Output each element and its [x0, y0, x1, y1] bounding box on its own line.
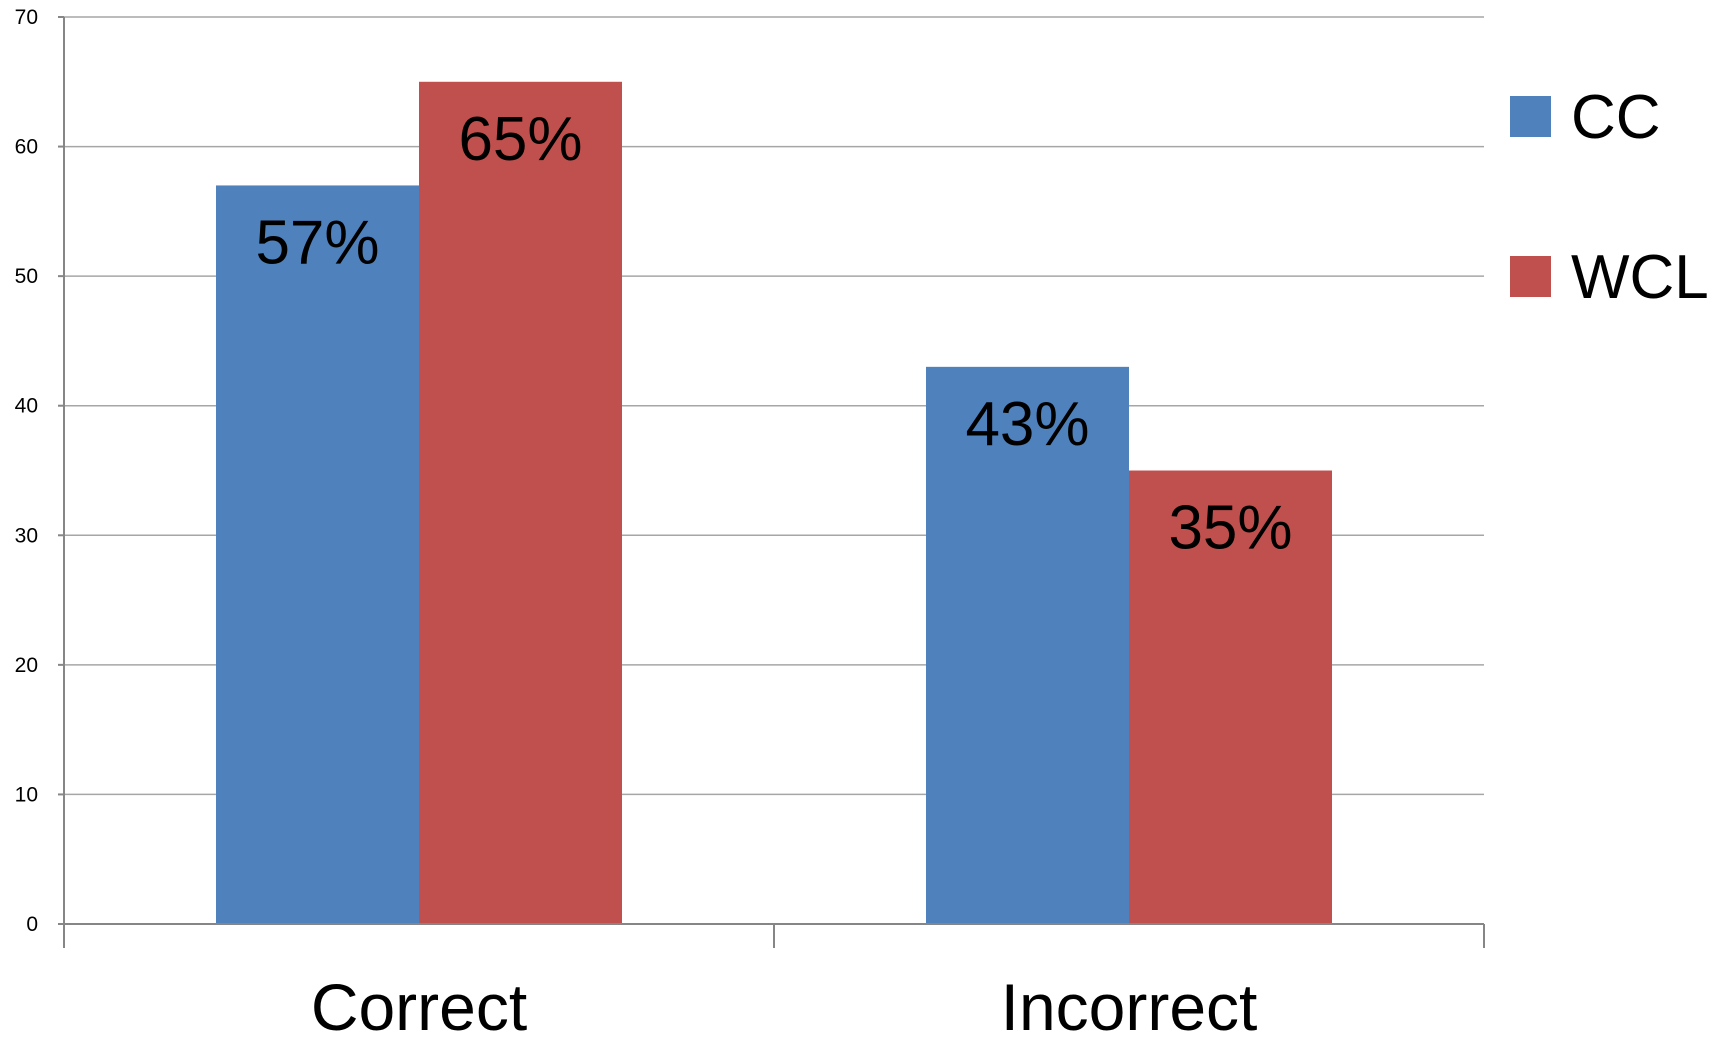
y-tick-labels: 0 10 20 30 40 50 60 70 [15, 6, 38, 936]
legend-label-wcl: WCL [1571, 243, 1709, 312]
bar-wcl-correct [419, 81, 622, 925]
bar-wcl-incorrect [1129, 470, 1332, 924]
legend: CC WCL [1510, 83, 1709, 312]
axes [58, 16, 1485, 948]
x-category-label: Correct [311, 970, 527, 1042]
y-tick-label: 60 [15, 136, 38, 159]
x-category-label: Incorrect [1001, 970, 1258, 1042]
bars [216, 81, 1332, 925]
data-label: 65% [458, 105, 582, 174]
bar-cc-incorrect [926, 366, 1129, 924]
y-tick-label: 70 [15, 6, 38, 29]
y-tick-label: 0 [26, 913, 38, 936]
data-label: 57% [255, 208, 379, 277]
data-label: 43% [965, 390, 1089, 459]
y-tick-label: 40 [15, 395, 38, 418]
legend-swatch-cc [1510, 96, 1551, 137]
legend-label-cc: CC [1571, 83, 1661, 152]
y-tick-label: 20 [15, 654, 38, 677]
bar-cc-correct [216, 185, 419, 924]
legend-swatch-wcl [1510, 256, 1551, 297]
data-label: 35% [1168, 494, 1292, 563]
data-labels: 57% 43% 65% 35% [255, 105, 1292, 563]
x-category-labels: Correct Incorrect [311, 970, 1258, 1042]
y-tick-label: 10 [15, 783, 38, 806]
y-tick-label: 30 [15, 524, 38, 547]
y-tick-label: 50 [15, 265, 38, 288]
